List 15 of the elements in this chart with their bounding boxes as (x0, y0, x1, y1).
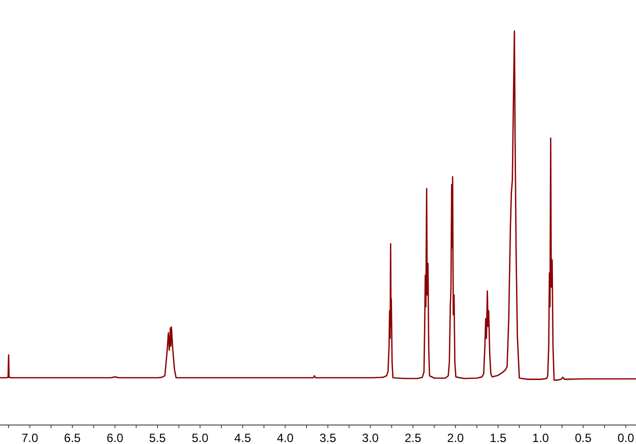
x-tick-label: 4.0 (276, 431, 294, 444)
x-tick-label: 6.5 (64, 431, 82, 444)
x-tick-label: 6.0 (106, 431, 124, 444)
x-tick-label: 3.5 (319, 431, 336, 444)
x-tick-label: 1.0 (532, 431, 550, 444)
x-tick-label: 5.0 (192, 431, 209, 444)
x-tick-label: 1.5 (490, 431, 507, 444)
x-tick-label: 7.0 (21, 431, 38, 444)
x-tick-label: 0.5 (574, 431, 592, 444)
x-tick-label: 0.0 (617, 431, 634, 444)
x-tick-label: 5.5 (149, 431, 166, 444)
x-tick-label: 2.5 (404, 431, 422, 444)
x-tick-label: 3.0 (362, 431, 380, 444)
x-tick-label: 2.0 (447, 431, 464, 444)
x-tick-label: 4.5 (234, 431, 252, 444)
